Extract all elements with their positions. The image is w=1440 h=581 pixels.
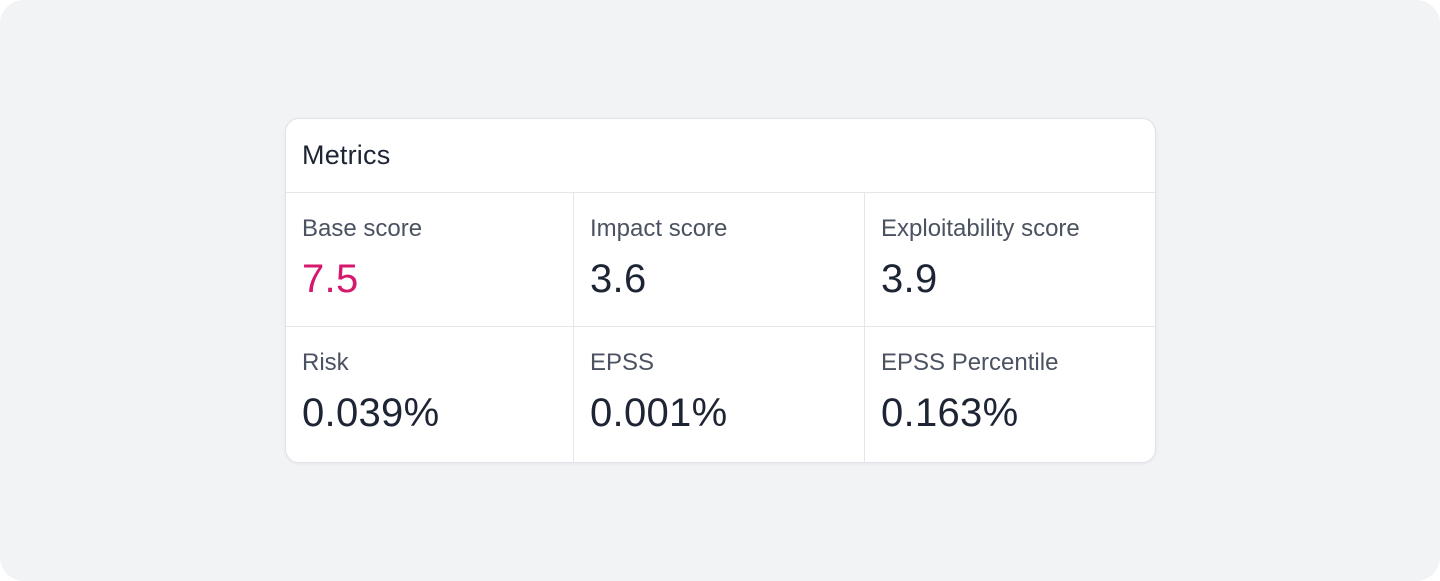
metric-cell-epss-percentile: EPSS Percentile 0.163% — [865, 327, 1155, 462]
metric-cell-base-score: Base score 7.5 — [286, 193, 574, 327]
metric-label: EPSS — [590, 349, 655, 376]
metric-value: 0.039% — [302, 391, 440, 435]
card-title: Metrics — [302, 140, 391, 170]
metric-value: 7.5 — [302, 257, 359, 301]
metric-cell-risk: Risk 0.039% — [286, 327, 574, 462]
metric-cell-impact-score: Impact score 3.6 — [574, 193, 865, 327]
metric-label: Risk — [302, 349, 349, 376]
metric-label: Base score — [302, 215, 423, 242]
metric-label: EPSS Percentile — [881, 349, 1059, 376]
metrics-grid: Base score 7.5 Impact score 3.6 Exploita… — [286, 193, 1155, 462]
metric-label: Exploitability score — [881, 215, 1080, 242]
metric-cell-epss: EPSS 0.001% — [574, 327, 865, 462]
metrics-card: Metrics Base score 7.5 Impact score 3.6 … — [285, 118, 1156, 463]
metric-value: 3.9 — [881, 257, 938, 301]
metric-value: 0.001% — [590, 391, 728, 435]
metric-value: 3.6 — [590, 257, 647, 301]
metric-cell-exploitability-score: Exploitability score 3.9 — [865, 193, 1155, 327]
metric-value: 0.163% — [881, 391, 1019, 435]
metric-label: Impact score — [590, 215, 728, 242]
card-header: Metrics — [286, 119, 1155, 193]
